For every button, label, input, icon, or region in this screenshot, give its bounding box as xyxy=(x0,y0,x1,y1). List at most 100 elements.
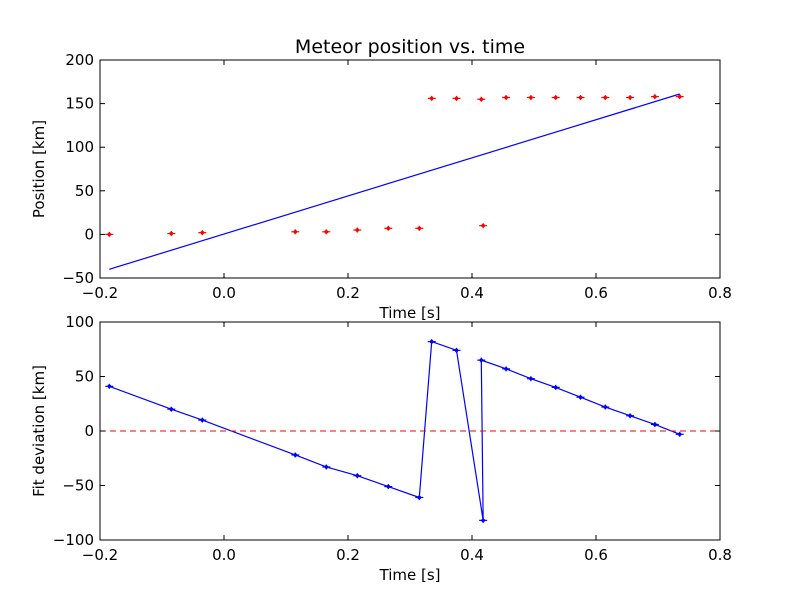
bottom-x-tick-label: 0.6 xyxy=(584,546,608,564)
position-plot: −0.2 0.0 0.2 0.4 0.6 0.8 −50 0 50 100 150 200 Time [… xyxy=(30,51,732,322)
top-point-dot xyxy=(481,223,485,228)
top-x-tick-label: 0.8 xyxy=(708,284,732,302)
bottom-x-tick-label: −0.2 xyxy=(82,546,118,564)
top-x-tick-label: −0.2 xyxy=(82,284,118,302)
top-data-point xyxy=(551,94,560,100)
top-x-tick-label: 0.0 xyxy=(212,284,236,302)
bottom-data-point xyxy=(650,421,659,427)
bottom-x-tick-label: 0.2 xyxy=(336,546,360,564)
top-data-point xyxy=(502,94,511,100)
bottom-data-point xyxy=(167,406,176,412)
bottom-data-point xyxy=(415,494,424,500)
bottom-point-dot xyxy=(355,473,360,478)
top-data-point xyxy=(353,227,362,233)
bottom-data-point xyxy=(427,339,436,345)
bottom-data-point xyxy=(551,384,560,390)
bottom-data-area xyxy=(100,339,720,523)
top-point-dot xyxy=(386,226,391,231)
bottom-y-tick-label: 0 xyxy=(84,422,94,440)
top-data-point xyxy=(479,223,488,229)
top-data-point xyxy=(626,94,635,100)
top-axes-frame xyxy=(99,59,721,279)
bottom-data-point xyxy=(479,517,488,523)
top-y-tick-label: 0 xyxy=(84,225,94,243)
bottom-data-point xyxy=(601,404,610,410)
top-data-point xyxy=(675,94,684,100)
top-data-point xyxy=(526,94,535,100)
top-data-point xyxy=(415,225,424,231)
bottom-data-point xyxy=(576,394,585,400)
top-data-point xyxy=(167,231,176,237)
bottom-point-dot xyxy=(479,358,484,362)
bottom-data-point xyxy=(452,347,461,353)
top-data-point xyxy=(198,230,207,236)
top-y-tick-label: 200 xyxy=(65,51,94,69)
top-data-point xyxy=(291,229,300,235)
top-point-dot xyxy=(653,94,657,99)
bottom-data-point xyxy=(322,464,331,470)
bottom-y-tick-label: −100 xyxy=(53,531,94,549)
bottom-point-dot xyxy=(578,395,583,400)
bottom-y-tick-label: −50 xyxy=(62,477,94,495)
top-point-dot xyxy=(553,95,558,100)
bottom-point-dot xyxy=(529,376,533,381)
top-point-dot xyxy=(628,95,632,100)
top-y-tick-label: 50 xyxy=(75,182,94,200)
bottom-point-dot xyxy=(504,367,508,371)
bottom-y-tick-label: 50 xyxy=(75,368,94,386)
bottom-data-point xyxy=(384,484,393,490)
top-data-area xyxy=(105,93,684,270)
bottom-point-dot xyxy=(417,495,422,500)
bottom-data-point xyxy=(291,452,300,458)
bottom-data-point xyxy=(626,413,635,419)
bottom-point-dot xyxy=(200,418,205,422)
bottom-point-dot xyxy=(628,413,632,418)
top-data-point xyxy=(322,229,331,235)
bottom-point-dot xyxy=(324,465,329,469)
top-point-dot xyxy=(107,232,112,237)
top-data-point xyxy=(477,96,486,102)
top-data-point xyxy=(105,231,114,237)
top-x-tick-label: 0.4 xyxy=(460,284,484,302)
bottom-data-point xyxy=(675,431,684,437)
top-x-tick-label: 0.6 xyxy=(584,284,608,302)
bottom-point-dot xyxy=(454,348,459,353)
top-y-tick-label: 100 xyxy=(65,138,94,156)
bottom-x-tick-label: 0.8 xyxy=(708,546,732,564)
top-fit-line xyxy=(109,93,680,270)
bottom-point-dot xyxy=(677,432,682,437)
bottom-y-axis-label: Fit deviation [km] xyxy=(30,365,48,497)
top-point-dot xyxy=(603,95,608,100)
top-point-dot xyxy=(169,231,174,236)
top-y-tick-label: 150 xyxy=(65,95,94,113)
top-chart-title: Meteor position vs. time xyxy=(295,36,525,58)
bottom-data-point xyxy=(353,473,362,479)
top-point-dot xyxy=(417,226,422,231)
bottom-point-dot xyxy=(107,384,112,389)
bottom-point-dot xyxy=(429,339,434,344)
top-data-point xyxy=(601,94,610,100)
top-point-dot xyxy=(454,96,459,101)
top-point-dot xyxy=(200,230,205,235)
bottom-x-axis-label: Time [s] xyxy=(379,566,441,584)
bottom-data-point xyxy=(198,417,207,423)
bottom-point-dot xyxy=(293,453,298,457)
bottom-point-dot xyxy=(386,484,391,489)
top-data-point xyxy=(452,95,461,101)
top-point-dot xyxy=(355,228,360,232)
top-point-dot xyxy=(529,95,533,100)
top-x-axis-label: Time [s] xyxy=(379,304,441,322)
top-x-tick-label: 0.2 xyxy=(336,284,360,302)
bottom-data-point xyxy=(502,366,511,372)
bottom-y-tick-label: 100 xyxy=(65,313,94,331)
top-point-dot xyxy=(324,229,329,234)
bottom-point-dot xyxy=(169,407,174,412)
top-data-point xyxy=(576,94,585,100)
top-point-dot xyxy=(677,94,682,99)
top-data-point xyxy=(650,94,659,100)
top-y-tick-label: −50 xyxy=(62,269,94,287)
top-data-point xyxy=(427,95,436,101)
top-point-dot xyxy=(504,95,508,100)
